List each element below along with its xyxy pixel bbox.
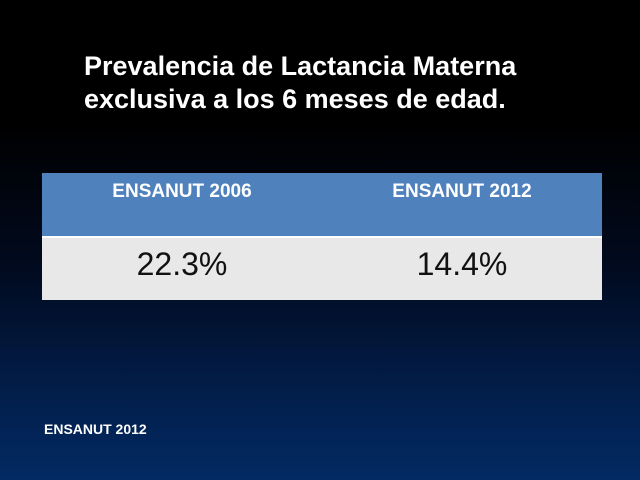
- table-header-row: ENSANUT 2006 ENSANUT 2012: [42, 173, 602, 238]
- header-cell-ensanut-2012: ENSANUT 2012: [322, 173, 602, 238]
- slide-title-line-2: exclusiva a los 6 meses de edad.: [84, 84, 506, 114]
- slide-title: Prevalencia de Lactancia Materna exclusi…: [84, 50, 604, 116]
- header-cell-ensanut-2006: ENSANUT 2006: [42, 173, 322, 238]
- source-footnote: ENSANUT 2012: [44, 421, 147, 437]
- data-table: ENSANUT 2006 ENSANUT 2012 22.3% 14.4%: [42, 173, 602, 300]
- value-cell-2012: 14.4%: [322, 237, 602, 300]
- slide-title-line-1: Prevalencia de Lactancia Materna: [84, 51, 517, 81]
- value-cell-2006: 22.3%: [42, 237, 322, 300]
- table-row: 22.3% 14.4%: [42, 237, 602, 300]
